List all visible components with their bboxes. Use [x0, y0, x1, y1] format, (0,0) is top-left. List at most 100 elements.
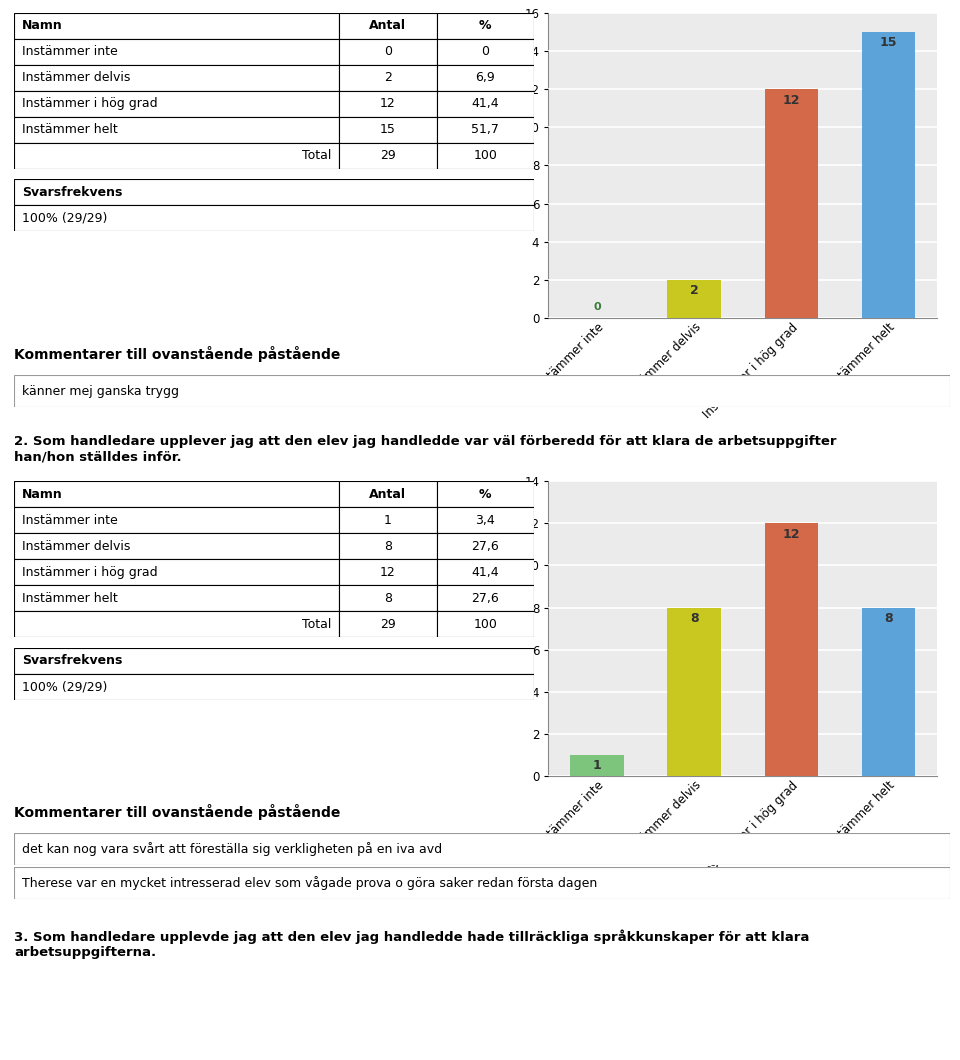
Bar: [667, 280, 721, 318]
Text: Svarsfrekvens: Svarsfrekvens: [22, 186, 123, 198]
Bar: [339, 91, 437, 117]
Bar: [14, 560, 339, 585]
Bar: [437, 612, 534, 637]
Bar: [14, 13, 339, 39]
Text: 15: 15: [879, 36, 898, 50]
Text: 3,4: 3,4: [475, 514, 495, 527]
Text: Instämmer delvis: Instämmer delvis: [22, 540, 131, 552]
Bar: [437, 117, 534, 143]
Text: 8: 8: [384, 540, 392, 552]
Bar: [14, 117, 339, 143]
Bar: [14, 674, 534, 700]
Bar: [862, 32, 915, 318]
Text: 100: 100: [473, 149, 497, 162]
Text: Instämmer inte: Instämmer inte: [22, 514, 118, 527]
Bar: [14, 648, 534, 674]
Text: Kommentarer till ovanstående påstående: Kommentarer till ovanstående påstående: [14, 346, 341, 363]
Text: 2: 2: [384, 71, 392, 84]
Text: 8: 8: [884, 612, 893, 625]
Bar: [667, 607, 721, 776]
Text: Svarsfrekvens: Svarsfrekvens: [22, 654, 123, 667]
Bar: [339, 585, 437, 612]
Bar: [437, 143, 534, 169]
Text: 100% (29/29): 100% (29/29): [22, 212, 108, 225]
Text: Therese var en mycket intresserad elev som vågade prova o göra saker redan först: Therese var en mycket intresserad elev s…: [22, 876, 597, 890]
Bar: [437, 560, 534, 585]
Text: 12: 12: [380, 98, 396, 110]
Text: 27,6: 27,6: [471, 591, 499, 604]
Text: 8: 8: [690, 612, 698, 625]
Text: 12: 12: [782, 93, 800, 107]
Bar: [339, 65, 437, 91]
Text: 3. Som handledare upplevde jag att den elev jag handledde hade tillräckliga språ: 3. Som handledare upplevde jag att den e…: [14, 930, 810, 958]
Text: Instämmer delvis: Instämmer delvis: [22, 71, 131, 84]
Text: 27,6: 27,6: [471, 540, 499, 552]
Text: 41,4: 41,4: [471, 566, 499, 579]
Text: Instämmer i hög grad: Instämmer i hög grad: [22, 566, 157, 579]
Bar: [437, 481, 534, 508]
Bar: [339, 39, 437, 65]
Text: 29: 29: [380, 149, 396, 162]
Text: Kommentarer till ovanstående påstående: Kommentarer till ovanstående påstående: [14, 803, 341, 820]
Bar: [437, 65, 534, 91]
Bar: [339, 481, 437, 508]
Text: 2. Som handledare upplever jag att den elev jag handledde var väl förberedd för : 2. Som handledare upplever jag att den e…: [14, 436, 837, 463]
Text: %: %: [479, 488, 492, 500]
Bar: [339, 117, 437, 143]
Text: 1: 1: [592, 759, 601, 773]
Bar: [14, 206, 534, 231]
Text: Instämmer helt: Instämmer helt: [22, 591, 118, 604]
Text: 8: 8: [384, 591, 392, 604]
Bar: [14, 585, 339, 612]
Bar: [14, 481, 339, 508]
Bar: [570, 755, 624, 776]
Text: 41,4: 41,4: [471, 98, 499, 110]
Bar: [437, 13, 534, 39]
Bar: [437, 585, 534, 612]
Bar: [14, 533, 339, 560]
Text: 12: 12: [380, 566, 396, 579]
Text: 0: 0: [481, 46, 490, 58]
Text: Namn: Namn: [22, 19, 63, 32]
Bar: [14, 91, 339, 117]
Bar: [339, 560, 437, 585]
Bar: [14, 508, 339, 533]
Text: 51,7: 51,7: [471, 123, 499, 136]
Text: 6,9: 6,9: [475, 71, 495, 84]
Bar: [14, 179, 534, 206]
Bar: [339, 612, 437, 637]
Text: Total: Total: [301, 149, 331, 162]
Text: 100% (29/29): 100% (29/29): [22, 681, 108, 693]
Text: Instämmer i hög grad: Instämmer i hög grad: [22, 98, 157, 110]
Text: %: %: [479, 19, 492, 32]
Bar: [764, 524, 818, 776]
Text: 100: 100: [473, 618, 497, 631]
Bar: [339, 143, 437, 169]
Bar: [764, 89, 818, 318]
Text: Namn: Namn: [22, 488, 63, 500]
Text: 12: 12: [782, 528, 800, 541]
Text: 15: 15: [380, 123, 396, 136]
Bar: [14, 612, 339, 637]
Bar: [14, 39, 339, 65]
Text: 0: 0: [384, 46, 392, 58]
Bar: [14, 143, 339, 169]
Bar: [862, 607, 915, 776]
Text: 2: 2: [689, 284, 699, 298]
Text: Instämmer inte: Instämmer inte: [22, 46, 118, 58]
Bar: [437, 508, 534, 533]
Text: 1: 1: [384, 514, 392, 527]
Text: Total: Total: [301, 618, 331, 631]
Bar: [14, 65, 339, 91]
Text: känner mej ganska trygg: känner mej ganska trygg: [22, 385, 179, 398]
Text: Instämmer helt: Instämmer helt: [22, 123, 118, 136]
Bar: [339, 13, 437, 39]
Bar: [339, 533, 437, 560]
Bar: [437, 533, 534, 560]
Text: Antal: Antal: [370, 488, 406, 500]
Bar: [437, 91, 534, 117]
Text: 0: 0: [593, 302, 601, 313]
Text: Antal: Antal: [370, 19, 406, 32]
Bar: [437, 39, 534, 65]
Text: det kan nog vara svårt att föreställa sig verkligheten på en iva avd: det kan nog vara svårt att föreställa si…: [22, 842, 442, 856]
